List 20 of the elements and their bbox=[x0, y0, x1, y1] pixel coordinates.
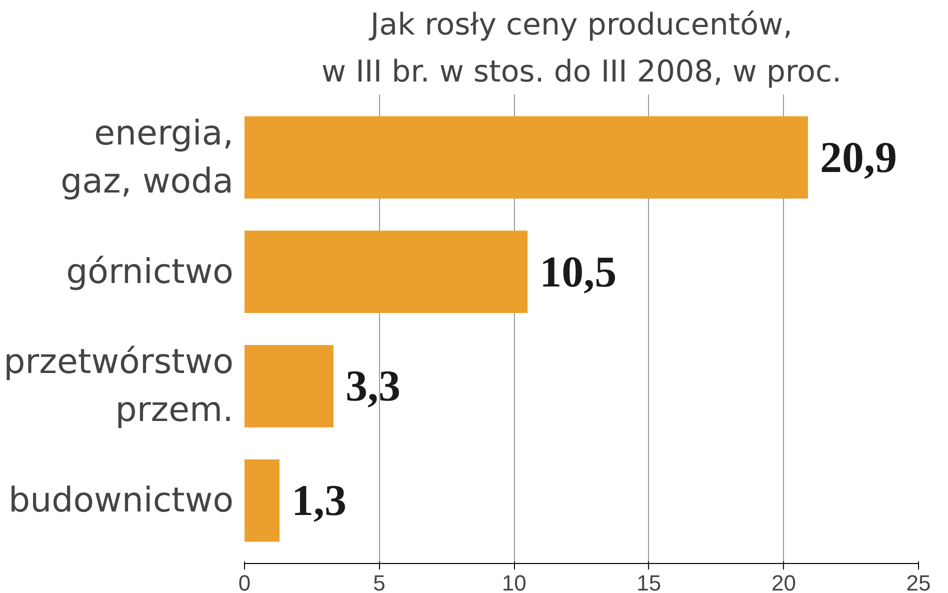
x-tick-label: 20 bbox=[771, 570, 796, 593]
bar bbox=[244, 459, 280, 542]
y-tick-label: budownictwo bbox=[8, 480, 234, 521]
bar bbox=[244, 116, 808, 199]
chart-subtitle: w III br. w stos. do III 2008, w proc. bbox=[322, 54, 842, 90]
bar bbox=[244, 230, 528, 313]
chart-title: Jak rosły ceny producentów, bbox=[368, 8, 793, 42]
x-tick-label: 5 bbox=[373, 570, 386, 593]
y-tick-label: energia, gaz, woda bbox=[60, 113, 234, 202]
y-tick-label: przetwórstwo przem. bbox=[4, 342, 234, 430]
y-tick-label: górnictwo bbox=[66, 252, 234, 292]
x-tick-label: 0 bbox=[238, 570, 251, 593]
x-tick-label: 10 bbox=[502, 570, 526, 593]
data-label: 1,3 bbox=[292, 476, 347, 526]
x-tick-label: 15 bbox=[636, 570, 662, 593]
data-label: 10,5 bbox=[540, 247, 617, 296]
x-tick-label: 25 bbox=[906, 570, 931, 593]
data-label: 20,9 bbox=[820, 132, 897, 182]
bar bbox=[244, 345, 334, 428]
data-label: 3,3 bbox=[345, 362, 400, 411]
